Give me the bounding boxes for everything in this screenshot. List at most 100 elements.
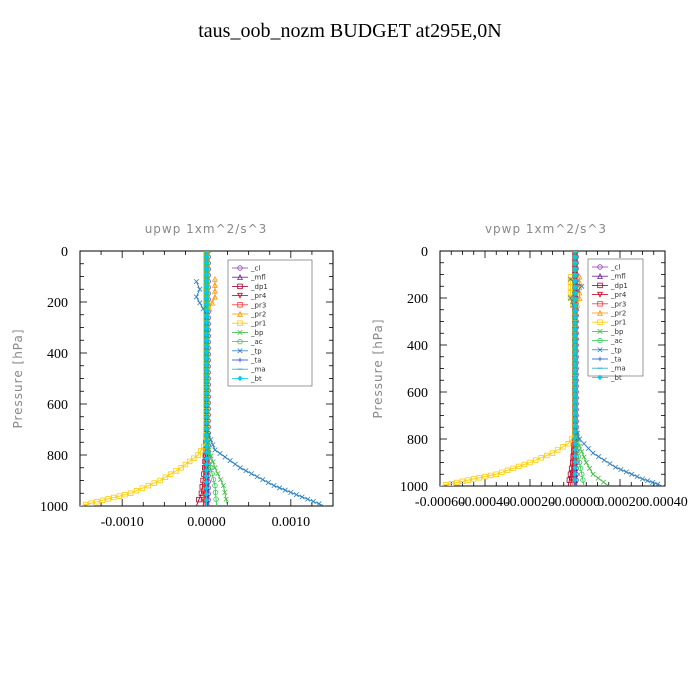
legend-label: _ma bbox=[250, 366, 266, 374]
x-tick-label: 0.0010 bbox=[272, 515, 311, 530]
data-point bbox=[213, 496, 219, 502]
data-point bbox=[203, 408, 210, 414]
data-point bbox=[577, 465, 584, 472]
data-point bbox=[655, 481, 661, 486]
legend-item: _pr4 bbox=[232, 292, 267, 300]
x-tick-label: -0.00040 bbox=[460, 495, 510, 510]
data-point bbox=[572, 435, 578, 441]
data-point bbox=[217, 450, 223, 457]
data-point bbox=[572, 447, 578, 453]
legend-label: _pr2 bbox=[250, 311, 266, 319]
data-point bbox=[572, 251, 578, 254]
data-point bbox=[265, 480, 271, 486]
legend-label: _mfl bbox=[250, 274, 266, 282]
data-point bbox=[203, 277, 210, 284]
data-point bbox=[634, 474, 640, 480]
series-line bbox=[80, 251, 207, 506]
y-tick-label: 1000 bbox=[40, 500, 68, 515]
data-point bbox=[532, 457, 539, 463]
data-point bbox=[203, 438, 210, 444]
y-tick-label: 600 bbox=[47, 398, 68, 413]
data-point bbox=[222, 489, 228, 495]
data-point bbox=[597, 347, 603, 353]
data-point bbox=[203, 396, 210, 402]
y-tick-label: 1000 bbox=[400, 480, 428, 495]
data-point bbox=[237, 310, 243, 317]
data-point bbox=[203, 254, 210, 260]
data-point bbox=[282, 487, 288, 493]
data-point bbox=[203, 443, 210, 450]
data-point bbox=[305, 496, 311, 502]
legend-item: _dp1 bbox=[592, 282, 628, 290]
legend-label: _mfl bbox=[610, 273, 626, 281]
legend-label: _dp1 bbox=[250, 283, 268, 291]
data-point bbox=[597, 319, 603, 325]
data-point bbox=[198, 448, 204, 454]
legend-label: _tp bbox=[610, 346, 622, 354]
series-pr1 bbox=[440, 274, 578, 486]
legend-label: _bt bbox=[610, 374, 622, 382]
data-point bbox=[94, 499, 100, 505]
data-point bbox=[579, 448, 585, 455]
data-point bbox=[237, 348, 243, 354]
data-point bbox=[203, 432, 210, 438]
legend-item: _dp1 bbox=[232, 283, 268, 291]
data-point bbox=[203, 260, 210, 266]
y-tick-label: 0 bbox=[61, 245, 68, 260]
data-point bbox=[271, 483, 277, 489]
data-point bbox=[220, 483, 226, 489]
data-point bbox=[572, 423, 578, 429]
data-point bbox=[576, 294, 583, 301]
legend-item: _pr1 bbox=[232, 320, 266, 328]
data-point bbox=[587, 465, 593, 471]
y-tick-label: 200 bbox=[407, 292, 428, 307]
series-pr1 bbox=[80, 251, 210, 506]
data-point bbox=[504, 467, 511, 474]
data-point bbox=[99, 497, 106, 504]
y-tick-label: 600 bbox=[407, 386, 428, 401]
data-point bbox=[203, 420, 210, 426]
data-point bbox=[212, 465, 218, 471]
data-point bbox=[572, 278, 578, 284]
data-point bbox=[567, 276, 574, 282]
data-point bbox=[471, 476, 477, 482]
legend-label: _pr3 bbox=[250, 301, 266, 309]
legend-item: _ac bbox=[232, 338, 263, 346]
data-point bbox=[576, 443, 583, 449]
page-title: taus_oob_nozm BUDGET at295E,0N bbox=[198, 20, 502, 42]
legend-item: _bp bbox=[592, 328, 624, 336]
series-bt bbox=[572, 251, 578, 486]
data-point bbox=[203, 289, 210, 296]
legend-item: _pr3 bbox=[232, 301, 266, 309]
data-point bbox=[538, 455, 544, 461]
data-point bbox=[521, 461, 528, 468]
x-tick-label: -0.00060 bbox=[415, 495, 465, 510]
data-point bbox=[212, 482, 218, 489]
data-point bbox=[600, 479, 607, 485]
data-point bbox=[459, 478, 466, 484]
legend-label: _ta bbox=[250, 357, 262, 365]
legend-item: _pr1 bbox=[592, 319, 626, 327]
data-point bbox=[572, 314, 578, 321]
legend-label: _ma bbox=[610, 365, 626, 373]
data-point bbox=[590, 471, 596, 477]
data-point bbox=[612, 464, 619, 470]
data-point bbox=[581, 441, 587, 447]
legend-label: _dp1 bbox=[610, 282, 628, 290]
data-point bbox=[650, 479, 656, 486]
legend-label: _pr4 bbox=[610, 291, 627, 299]
data-point bbox=[186, 458, 193, 465]
data-point bbox=[572, 453, 578, 459]
data-point bbox=[493, 471, 499, 477]
data-point bbox=[237, 283, 243, 290]
data-point bbox=[211, 281, 218, 288]
data-point bbox=[203, 271, 210, 278]
data-point bbox=[260, 477, 266, 483]
data-point bbox=[572, 477, 578, 483]
legend: _cl_mfl_dp1_pr4_pr3_pr2_pr1_bp_ac_tp_ta_… bbox=[227, 259, 313, 387]
data-point bbox=[203, 455, 210, 462]
legend: _cl_mfl_dp1_pr4_pr3_pr2_pr1_bp_ac_tp_ta_… bbox=[587, 258, 644, 382]
x-tick-label: 0.00040 bbox=[642, 495, 688, 510]
data-point bbox=[572, 326, 578, 333]
legend-label: _bp bbox=[250, 329, 264, 337]
